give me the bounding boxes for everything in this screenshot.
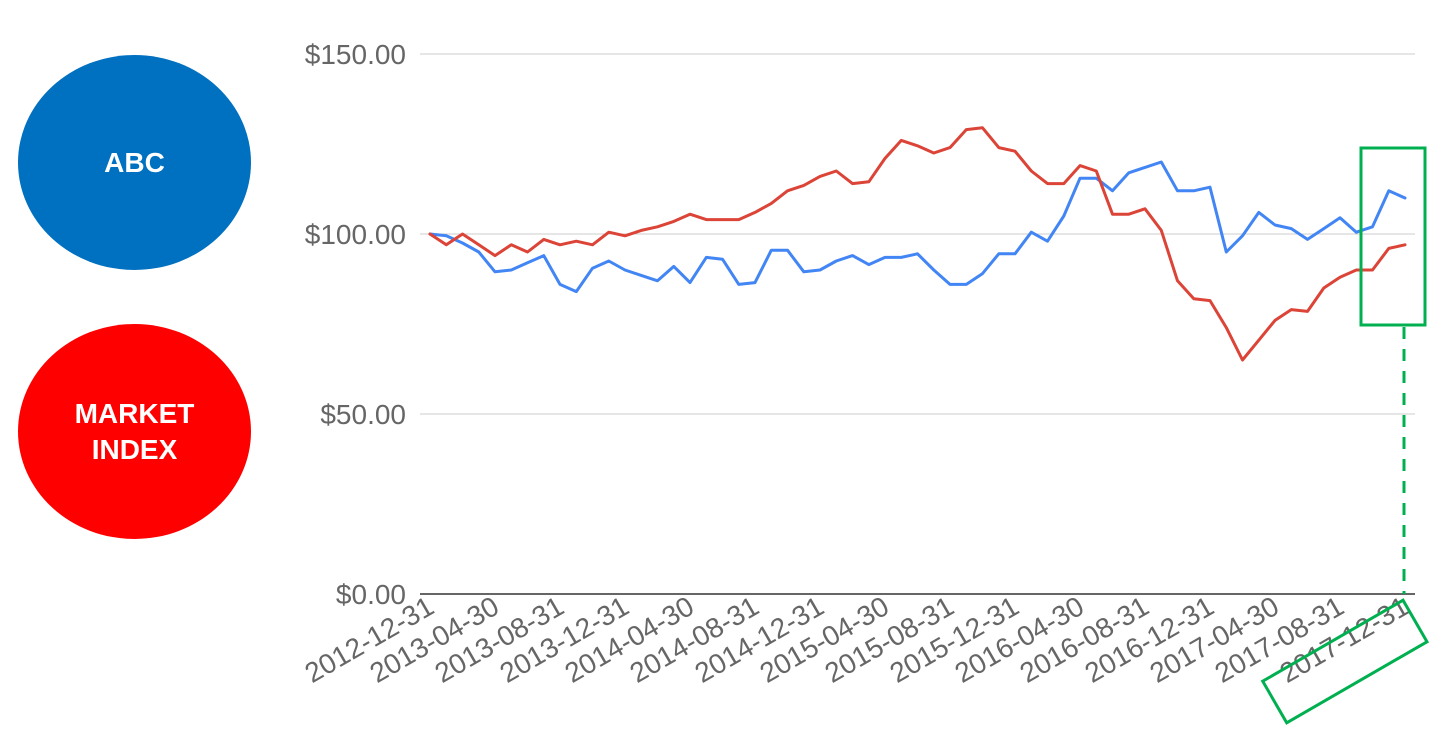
gridlines (420, 53, 1415, 595)
y-tick-label: $50.00 (320, 399, 406, 430)
series-line-market-index (428, 126, 1407, 362)
x-axis-ticks: 2012-12-312013-04-302013-08-312013-12-31… (299, 590, 1414, 688)
legend-market-index-badge: MARKET INDEX (18, 324, 251, 539)
y-tick-label: $0.00 (336, 579, 406, 610)
series-lines (428, 126, 1407, 362)
y-tick-label: $150.00 (305, 39, 406, 70)
legend-market-index-label: MARKET INDEX (74, 397, 195, 465)
highlight-annotation (1260, 146, 1430, 725)
y-axis-ticks: $0.00 $50.00 $100.00 $150.00 (305, 39, 406, 610)
legend-abc-label: ABC (104, 146, 165, 178)
highlight-box (1359, 146, 1427, 327)
legend-abc-badge: ABC (18, 55, 251, 270)
series-line-abc (428, 160, 1407, 294)
highlight-label-box (1260, 598, 1430, 725)
y-tick-label: $100.00 (305, 219, 406, 250)
